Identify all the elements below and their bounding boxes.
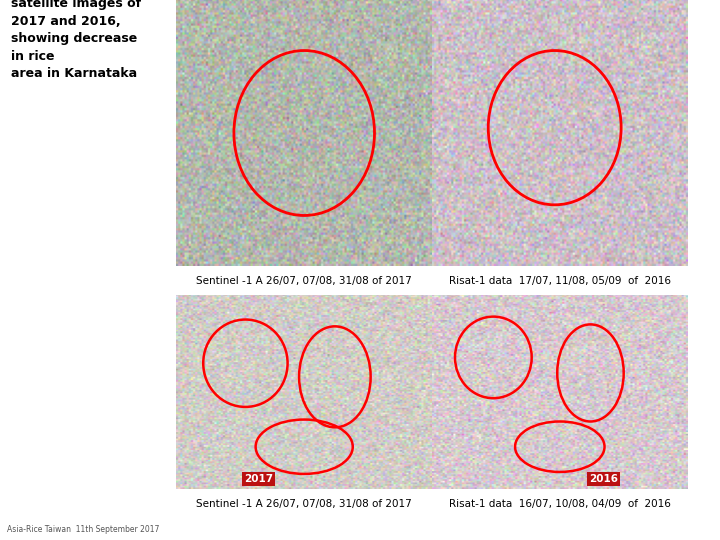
Text: Sentinel -1 A 26/07, 07/08, 31/08 of 2017: Sentinel -1 A 26/07, 07/08, 31/08 of 201… [197, 499, 412, 509]
Text: 2017: 2017 [243, 474, 273, 484]
Text: Comparison of
satellite images of
2017 and 2016,
showing decrease
in rice
area i: Comparison of satellite images of 2017 a… [11, 0, 140, 80]
Text: Sentinel -1 A 26/07, 07/08, 31/08 of 2017: Sentinel -1 A 26/07, 07/08, 31/08 of 201… [197, 275, 412, 286]
Text: 2016: 2016 [589, 474, 618, 484]
Text: Asia-Rice Taiwan  11th September 2017: Asia-Rice Taiwan 11th September 2017 [7, 525, 159, 534]
Text: Risat-1 data  17/07, 11/08, 05/09  of  2016: Risat-1 data 17/07, 11/08, 05/09 of 2016 [449, 275, 671, 286]
Text: Risat-1 data  16/07, 10/08, 04/09  of  2016: Risat-1 data 16/07, 10/08, 04/09 of 2016 [449, 499, 671, 509]
